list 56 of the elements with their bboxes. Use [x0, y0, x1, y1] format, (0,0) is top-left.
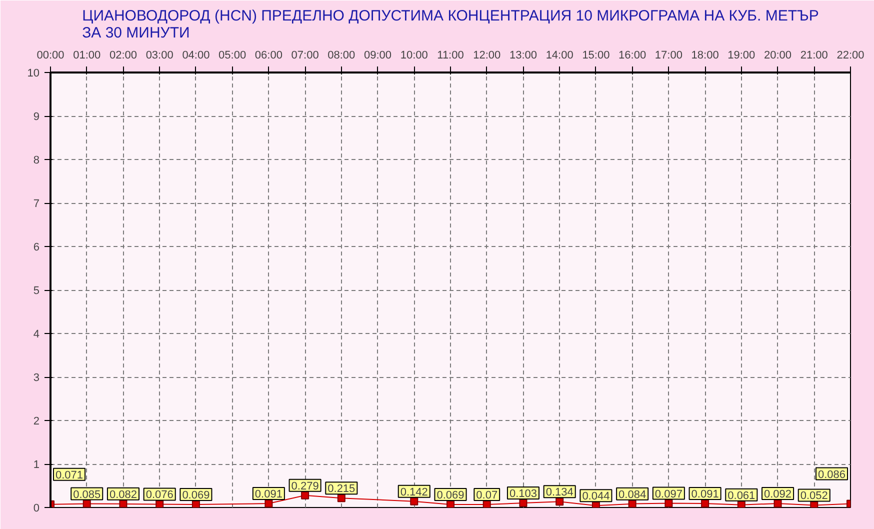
data-label: 0.07 [476, 489, 498, 502]
x-tick-label: 12:00 [473, 50, 501, 62]
data-label: 0.052 [800, 490, 828, 502]
data-label: 0.103 [509, 488, 537, 500]
x-tick-label: 01:00 [73, 50, 101, 62]
chart-title: ЦИАНОВОДОРОД (HCN) ПРЕДЕЛНО ДОПУСТИМА КОНЦЕНТРАЦИЯ 10 МИКРОГРАМА НА КУБ. МЕТЪР ЗА 30 МИНУТИ [82, 8, 819, 42]
x-tick-label: 02:00 [109, 50, 137, 62]
data-label: 0.091 [254, 488, 282, 501]
x-tick-label: 21:00 [800, 50, 828, 62]
x-tick-label: 17:00 [654, 50, 682, 62]
x-tick-label: 19:00 [728, 50, 756, 62]
x-tick-label: 10:00 [400, 50, 428, 62]
x-tick-label: 11:00 [437, 50, 464, 62]
x-tick-label: 05:00 [218, 50, 246, 62]
x-tick-label: 04:00 [182, 50, 210, 62]
data-label: 0.071 [56, 469, 84, 482]
x-tick-label: 06:00 [254, 50, 282, 62]
y-tick-label: 6 [33, 242, 40, 254]
data-label: 0.279 [291, 480, 319, 492]
x-tick-label: 18:00 [691, 50, 719, 62]
data-label: 0.044 [582, 490, 610, 503]
y-tick-label: 5 [33, 285, 40, 297]
y-tick-label: 10 [27, 68, 40, 80]
data-label: 0.086 [818, 468, 846, 481]
data-label: 0.084 [618, 488, 646, 501]
y-tick-label: 2 [33, 416, 40, 428]
x-tick-label: 13:00 [509, 50, 537, 62]
data-label: 0.142 [400, 486, 428, 498]
data-label: 0.097 [654, 488, 682, 500]
x-tick-label: 08:00 [328, 50, 356, 62]
data-label: 0.215 [328, 483, 356, 496]
y-tick-label: 3 [33, 372, 40, 384]
data-label: 0.091 [691, 488, 719, 501]
y-tick-label: 4 [33, 328, 40, 340]
x-tick-label: 03:00 [146, 50, 174, 62]
y-tick-label: 8 [33, 154, 40, 166]
y-tick-label: 1 [33, 459, 40, 471]
y-tick-label: 7 [33, 198, 40, 210]
x-tick-label: 14:00 [546, 50, 574, 62]
x-tick-label: 00:00 [36, 50, 64, 62]
data-label: 0.134 [546, 486, 574, 499]
data-label: 0.069 [436, 490, 464, 502]
x-tick-label: 16:00 [618, 50, 646, 62]
x-tick-label: 15:00 [582, 50, 610, 62]
data-label: 0.061 [728, 490, 756, 502]
data-label: 0.082 [109, 488, 137, 501]
data-label: 0.092 [764, 488, 792, 500]
x-tick-label: 07:00 [291, 50, 319, 62]
y-tick-label: 0 [33, 502, 40, 514]
x-tick-label: 09:00 [364, 50, 392, 62]
y-tick-label: 9 [33, 111, 40, 123]
data-label: 0.069 [182, 490, 210, 502]
data-label: 0.085 [73, 488, 101, 501]
x-tick-label: 22:00 [836, 50, 864, 62]
x-tick-label: 20:00 [764, 50, 792, 62]
data-label: 0.076 [146, 489, 174, 502]
